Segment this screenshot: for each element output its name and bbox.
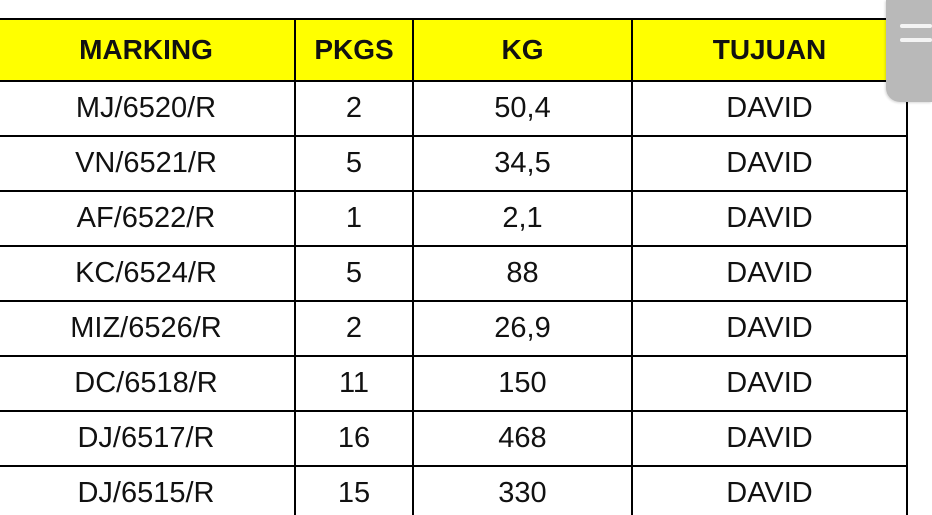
grip-lines-icon: [900, 38, 932, 42]
cell-tujuan[interactable]: DAVID: [631, 300, 908, 357]
scroll-handle[interactable]: [886, 0, 932, 102]
cell-marking[interactable]: MIZ/6526/R: [0, 300, 296, 357]
header-row: MARKING PKGS KG TUJUAN: [0, 18, 908, 82]
cell-tujuan[interactable]: DAVID: [631, 355, 908, 412]
cell-pkgs[interactable]: 11: [294, 355, 414, 412]
cell-pkgs[interactable]: 5: [294, 135, 414, 192]
table-row: DC/6518/R 11 150 DAVID: [0, 355, 908, 412]
grip-lines-icon: [900, 24, 932, 28]
cell-kg[interactable]: 34,5: [412, 135, 633, 192]
cell-tujuan[interactable]: DAVID: [631, 135, 908, 192]
cell-kg[interactable]: 2,1: [412, 190, 633, 247]
cell-pkgs[interactable]: 2: [294, 300, 414, 357]
cell-tujuan[interactable]: DAVID: [631, 190, 908, 247]
cell-pkgs[interactable]: 5: [294, 245, 414, 302]
table-row: DJ/6515/R 15 330 DAVID: [0, 465, 908, 515]
cell-pkgs[interactable]: 1: [294, 190, 414, 247]
cell-tujuan[interactable]: DAVID: [631, 410, 908, 467]
cell-tujuan[interactable]: DAVID: [631, 245, 908, 302]
cell-marking[interactable]: DJ/6515/R: [0, 465, 296, 515]
cell-kg[interactable]: 26,9: [412, 300, 633, 357]
header-marking[interactable]: MARKING: [0, 18, 296, 82]
cell-marking[interactable]: VN/6521/R: [0, 135, 296, 192]
header-tujuan[interactable]: TUJUAN: [631, 18, 908, 82]
table-row: DJ/6517/R 16 468 DAVID: [0, 410, 908, 467]
cell-marking[interactable]: KC/6524/R: [0, 245, 296, 302]
cell-kg[interactable]: 88: [412, 245, 633, 302]
shipment-table: MARKING PKGS KG TUJUAN MJ/6520/R 2 50,4 …: [0, 18, 908, 515]
header-kg[interactable]: KG: [412, 18, 633, 82]
header-pkgs[interactable]: PKGS: [294, 18, 414, 82]
cell-kg[interactable]: 50,4: [412, 80, 633, 137]
table-row: MJ/6520/R 2 50,4 DAVID: [0, 80, 908, 137]
table-row: VN/6521/R 5 34,5 DAVID: [0, 135, 908, 192]
cell-tujuan[interactable]: DAVID: [631, 80, 908, 137]
cell-kg[interactable]: 150: [412, 355, 633, 412]
cell-kg[interactable]: 330: [412, 465, 633, 515]
cell-pkgs[interactable]: 15: [294, 465, 414, 515]
cell-marking[interactable]: AF/6522/R: [0, 190, 296, 247]
cell-pkgs[interactable]: 16: [294, 410, 414, 467]
table-row: KC/6524/R 5 88 DAVID: [0, 245, 908, 302]
cell-marking[interactable]: DC/6518/R: [0, 355, 296, 412]
table-row: AF/6522/R 1 2,1 DAVID: [0, 190, 908, 247]
cell-marking[interactable]: MJ/6520/R: [0, 80, 296, 137]
cell-tujuan[interactable]: DAVID: [631, 465, 908, 515]
cell-pkgs[interactable]: 2: [294, 80, 414, 137]
cell-marking[interactable]: DJ/6517/R: [0, 410, 296, 467]
cell-kg[interactable]: 468: [412, 410, 633, 467]
table-row: MIZ/6526/R 2 26,9 DAVID: [0, 300, 908, 357]
